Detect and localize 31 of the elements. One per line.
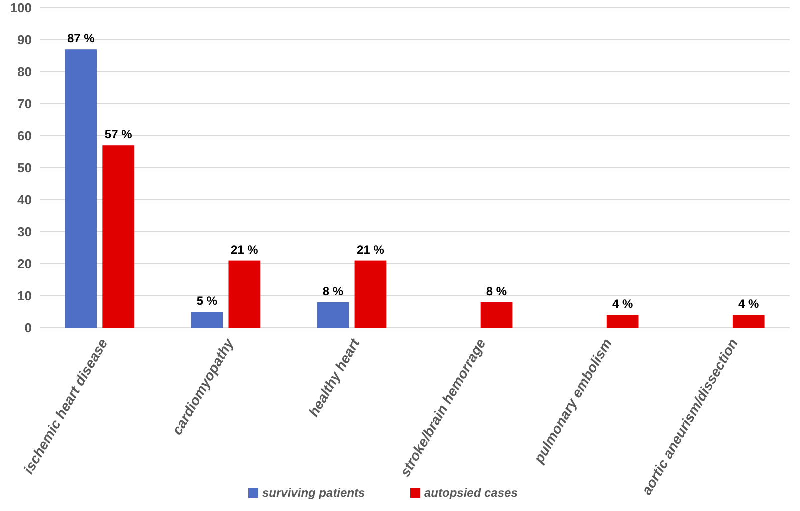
legend-label: surviving patients bbox=[262, 486, 366, 500]
data-label: 21 % bbox=[230, 242, 259, 257]
y-tick-label: 90 bbox=[18, 32, 32, 48]
data-label: 8 % bbox=[322, 284, 344, 298]
y-tick-label: 80 bbox=[18, 64, 32, 80]
y-tick-label: 70 bbox=[18, 96, 32, 112]
y-tick-label: 100 bbox=[10, 0, 32, 16]
bar bbox=[102, 146, 135, 328]
data-label: 4 % bbox=[738, 297, 760, 312]
data-label: 8 % bbox=[486, 284, 508, 298]
bar bbox=[480, 302, 513, 328]
bar bbox=[606, 315, 639, 328]
data-label: 4 % bbox=[612, 297, 634, 312]
y-tick-label: 40 bbox=[18, 192, 32, 208]
y-tick-label: 10 bbox=[18, 288, 32, 304]
bar bbox=[65, 50, 98, 328]
y-tick-label: 0 bbox=[24, 320, 32, 336]
y-tick-label: 50 bbox=[18, 160, 32, 176]
data-label: 21 % bbox=[357, 242, 385, 257]
bar bbox=[191, 312, 224, 328]
bar bbox=[228, 260, 261, 328]
bar bbox=[354, 260, 387, 328]
legend-label: autopsied cases bbox=[424, 486, 518, 500]
y-tick-label: 60 bbox=[18, 128, 32, 144]
data-label: 5 % bbox=[196, 294, 218, 308]
bar bbox=[317, 302, 350, 328]
data-label: 87 % bbox=[67, 32, 96, 46]
data-label: 57 % bbox=[104, 128, 133, 142]
y-tick-label: 30 bbox=[18, 224, 32, 240]
y-tick-label: 20 bbox=[18, 256, 32, 272]
bar bbox=[732, 315, 765, 328]
